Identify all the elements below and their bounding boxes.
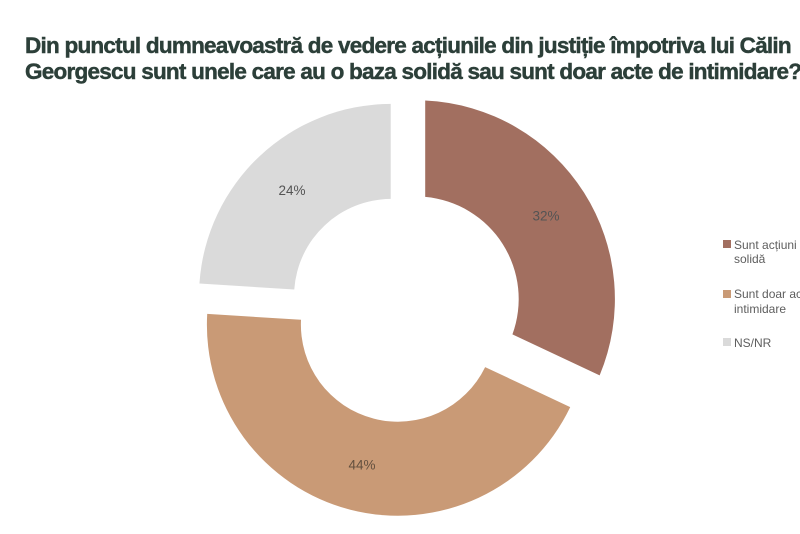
svg-text:44%: 44% — [348, 458, 375, 473]
svg-text:32%: 32% — [532, 209, 559, 224]
svg-text:24%: 24% — [278, 183, 305, 198]
